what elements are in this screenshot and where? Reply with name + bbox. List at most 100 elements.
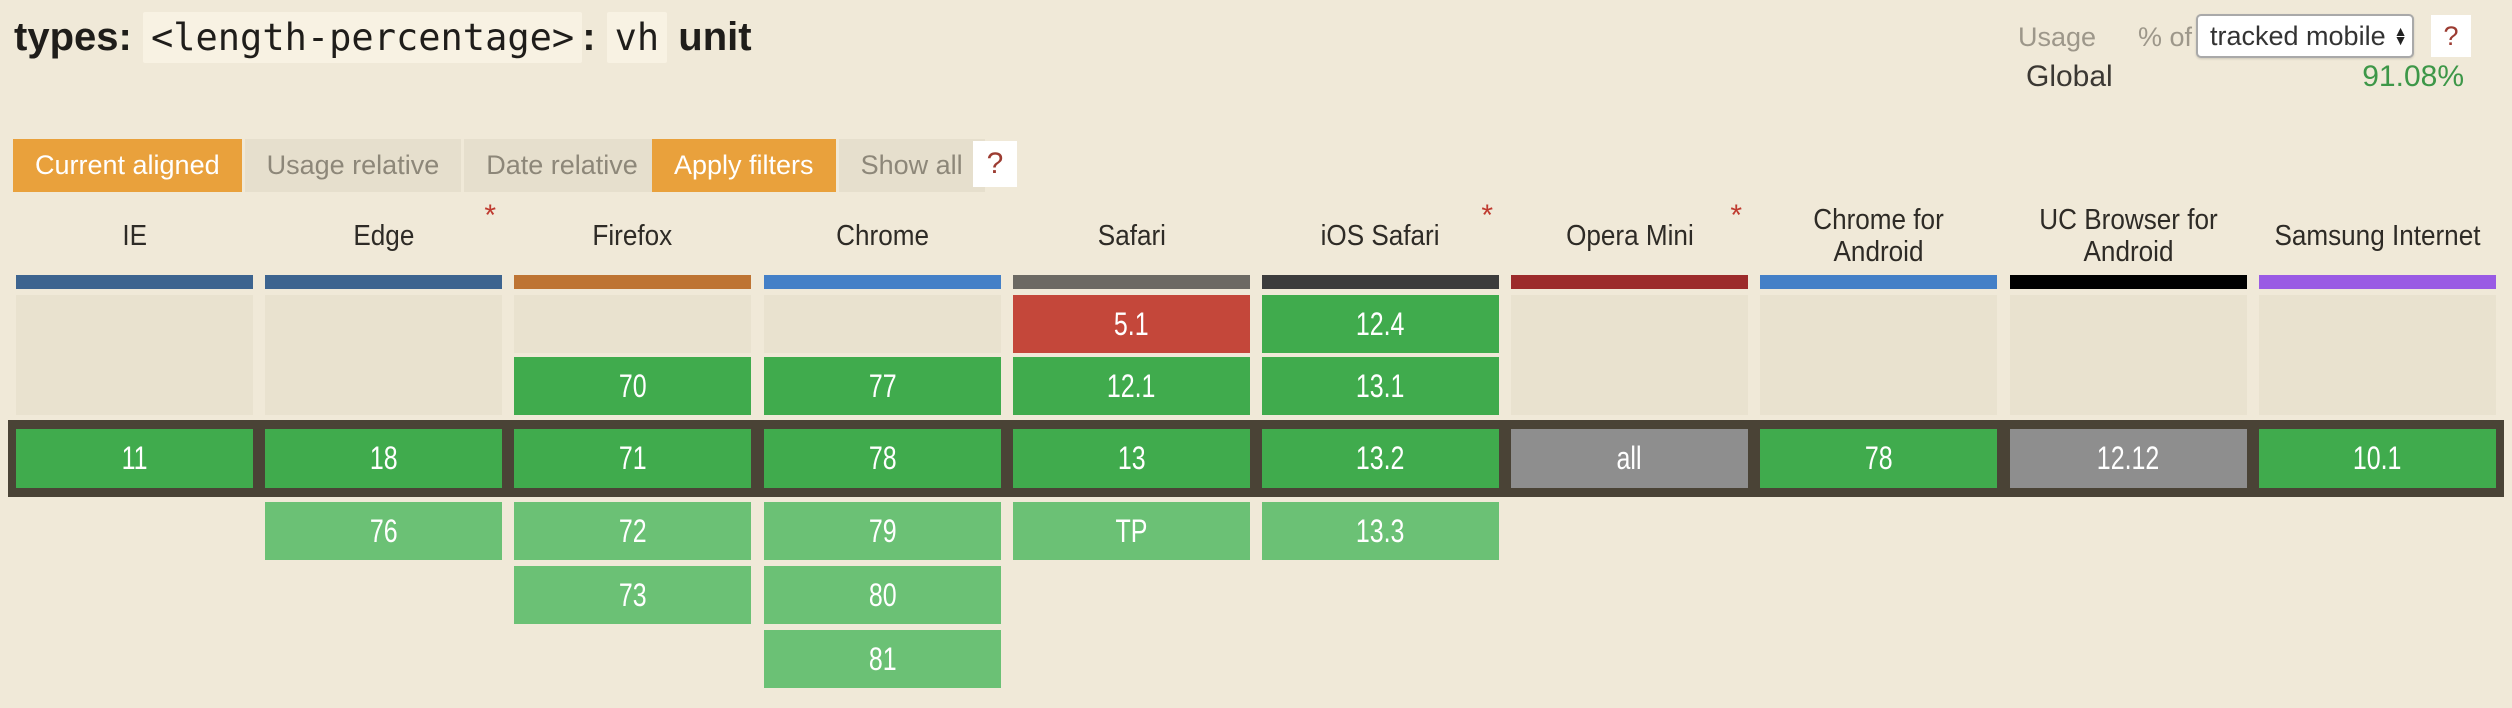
version-label: all — [1617, 440, 1642, 476]
filter-current-aligned-button[interactable]: Current aligned — [13, 139, 242, 192]
browser-color-bar-safari — [1013, 275, 1250, 289]
browser-color-bar-uc-browser-for-android — [2010, 275, 2247, 289]
version-label: 5.1 — [1114, 305, 1149, 342]
version-cell-safari-12-1: 12.1 — [1013, 357, 1250, 415]
title-text-span: : — [582, 15, 607, 59]
filter-usage-relative-button[interactable]: Usage relative — [244, 139, 462, 192]
notes-asterisk-opera-mini: * — [1730, 199, 1742, 232]
usage-source-select[interactable]: tracked mobile ▲ ▼ — [2196, 14, 2414, 58]
version-cell-chrome-for-android-empty — [1760, 295, 1997, 415]
title-text-span: types: — [14, 15, 143, 59]
version-cell-samsung-internet-10-1: 10.1 — [2259, 429, 2496, 488]
browser-support-table: IE 11 Edge * 18 76 Firefox 70 71 72 73 Chrome 77 78 79… — [0, 199, 2512, 708]
browser-color-bar-samsung-internet — [2259, 275, 2496, 289]
filter-date-relative-button[interactable]: Date relative — [464, 139, 660, 192]
browser-column-header-safari: Safari — [1013, 205, 1250, 267]
version-cell-chrome-79: 79 — [764, 502, 1001, 560]
version-cell-safari-tp: TP — [1013, 502, 1250, 560]
notes-asterisk-edge: * — [484, 199, 496, 232]
version-cell-ie-11: 11 — [16, 429, 253, 488]
usage-label: Usage — [2018, 22, 2097, 52]
version-cell-edge-76: 76 — [265, 502, 502, 560]
version-label: 73 — [618, 576, 647, 613]
browser-color-bar-chrome-for-android — [1760, 275, 1997, 289]
version-label: 12.1 — [1107, 367, 1156, 404]
version-cell-safari-5-1: 5.1 — [1013, 295, 1250, 353]
notes-asterisk-ios-safari: * — [1481, 199, 1493, 232]
version-label: 13.3 — [1356, 512, 1405, 549]
version-label: 12.4 — [1356, 305, 1405, 342]
version-cell-edge-empty — [265, 295, 502, 415]
version-cell-ios-safari-13-1: 13.1 — [1262, 357, 1499, 415]
version-label: 12.12 — [2097, 440, 2160, 476]
version-cell-ie-empty — [16, 295, 253, 415]
browser-column-header-uc-browser-for-android: UC Browser for Android — [2010, 203, 2247, 268]
filter-action-group: Apply filters Show all — [652, 139, 985, 192]
version-label: 11 — [121, 440, 148, 476]
version-cell-samsung-internet-empty — [2259, 295, 2496, 415]
version-label: 13.1 — [1356, 367, 1405, 404]
view-mode-button-group: Current aligned Usage relative Date relati… — [13, 139, 660, 192]
version-label: 79 — [868, 512, 897, 549]
version-label: 10.1 — [2353, 440, 2402, 476]
browser-column-header-chrome: Chrome — [764, 205, 1001, 267]
show-all-button[interactable]: Show all — [838, 139, 985, 192]
browser-name: Firefox — [592, 219, 673, 252]
version-cell-ios-safari-12-4: 12.4 — [1262, 295, 1499, 353]
version-cell-chrome-for-android-78: 78 — [1760, 429, 1997, 488]
version-label: 72 — [618, 512, 647, 549]
usage-help-button[interactable]: ? — [2431, 15, 2471, 57]
version-cell-chrome-empty — [764, 295, 1001, 353]
apply-filters-button[interactable]: Apply filters — [652, 139, 836, 192]
browser-column-header-ie: IE — [16, 205, 253, 267]
version-label: 13 — [1117, 440, 1146, 476]
browser-color-bar-ie — [16, 275, 253, 289]
version-label: 13.2 — [1356, 440, 1405, 476]
version-label: 71 — [618, 440, 647, 476]
global-usage-value: 91.08% — [2362, 60, 2464, 93]
title-text-span: unit — [667, 15, 752, 59]
region-label: Global — [2026, 60, 2113, 93]
version-label: 80 — [868, 576, 897, 613]
version-cell-chrome-81: 81 — [764, 630, 1001, 688]
title-code-span: vh — [606, 12, 668, 63]
page-title: types: <length-percentage>: vh unit — [14, 10, 752, 64]
browser-name: Chrome for Android — [1813, 203, 1944, 268]
version-cell-safari-13: 13 — [1013, 429, 1250, 488]
version-label: 81 — [868, 640, 897, 677]
browser-name: IE — [122, 219, 147, 252]
version-cell-firefox-70: 70 — [514, 357, 751, 415]
browser-column-header-firefox: Firefox — [514, 205, 751, 267]
browser-color-bar-ios-safari — [1262, 275, 1499, 289]
version-cell-ios-safari-13-3: 13.3 — [1262, 502, 1499, 560]
browser-color-bar-firefox — [514, 275, 751, 289]
version-cell-firefox-73: 73 — [514, 566, 751, 624]
version-cell-edge-18: 18 — [265, 429, 502, 488]
title-code-span: <length-percentage> — [142, 12, 583, 63]
browser-column-header-edge: Edge * — [265, 199, 502, 267]
version-label: 77 — [868, 367, 897, 404]
browser-color-bar-opera-mini — [1511, 275, 1748, 289]
version-cell-chrome-77: 77 — [764, 357, 1001, 415]
version-cell-chrome-80: 80 — [764, 566, 1001, 624]
browser-column-header-ios-safari: iOS Safari * — [1262, 199, 1499, 267]
browser-color-bar-chrome — [764, 275, 1001, 289]
browser-name: iOS Safari — [1321, 219, 1440, 252]
usage-source-selected-value: tracked mobile — [2210, 20, 2386, 51]
version-cell-opera-mini-empty — [1511, 295, 1748, 415]
filters-help-button[interactable]: ? — [973, 141, 1017, 187]
browser-name: Chrome — [836, 219, 929, 252]
browser-color-bar-edge — [265, 275, 502, 289]
version-label: 78 — [1864, 440, 1893, 476]
version-label: 76 — [369, 512, 398, 549]
browser-name: UC Browser for Android — [2039, 203, 2218, 268]
version-label: 70 — [618, 367, 647, 404]
version-cell-firefox-72: 72 — [514, 502, 751, 560]
version-cell-ios-safari-13-2: 13.2 — [1262, 429, 1499, 488]
browser-name: Samsung Internet — [2274, 219, 2481, 252]
version-cell-uc-browser-for-android-empty — [2010, 295, 2247, 415]
version-cell-opera-mini-all: all — [1511, 429, 1748, 488]
version-label: TP — [1115, 512, 1148, 549]
version-cell-firefox-empty — [514, 295, 751, 353]
version-label: 78 — [868, 440, 897, 476]
